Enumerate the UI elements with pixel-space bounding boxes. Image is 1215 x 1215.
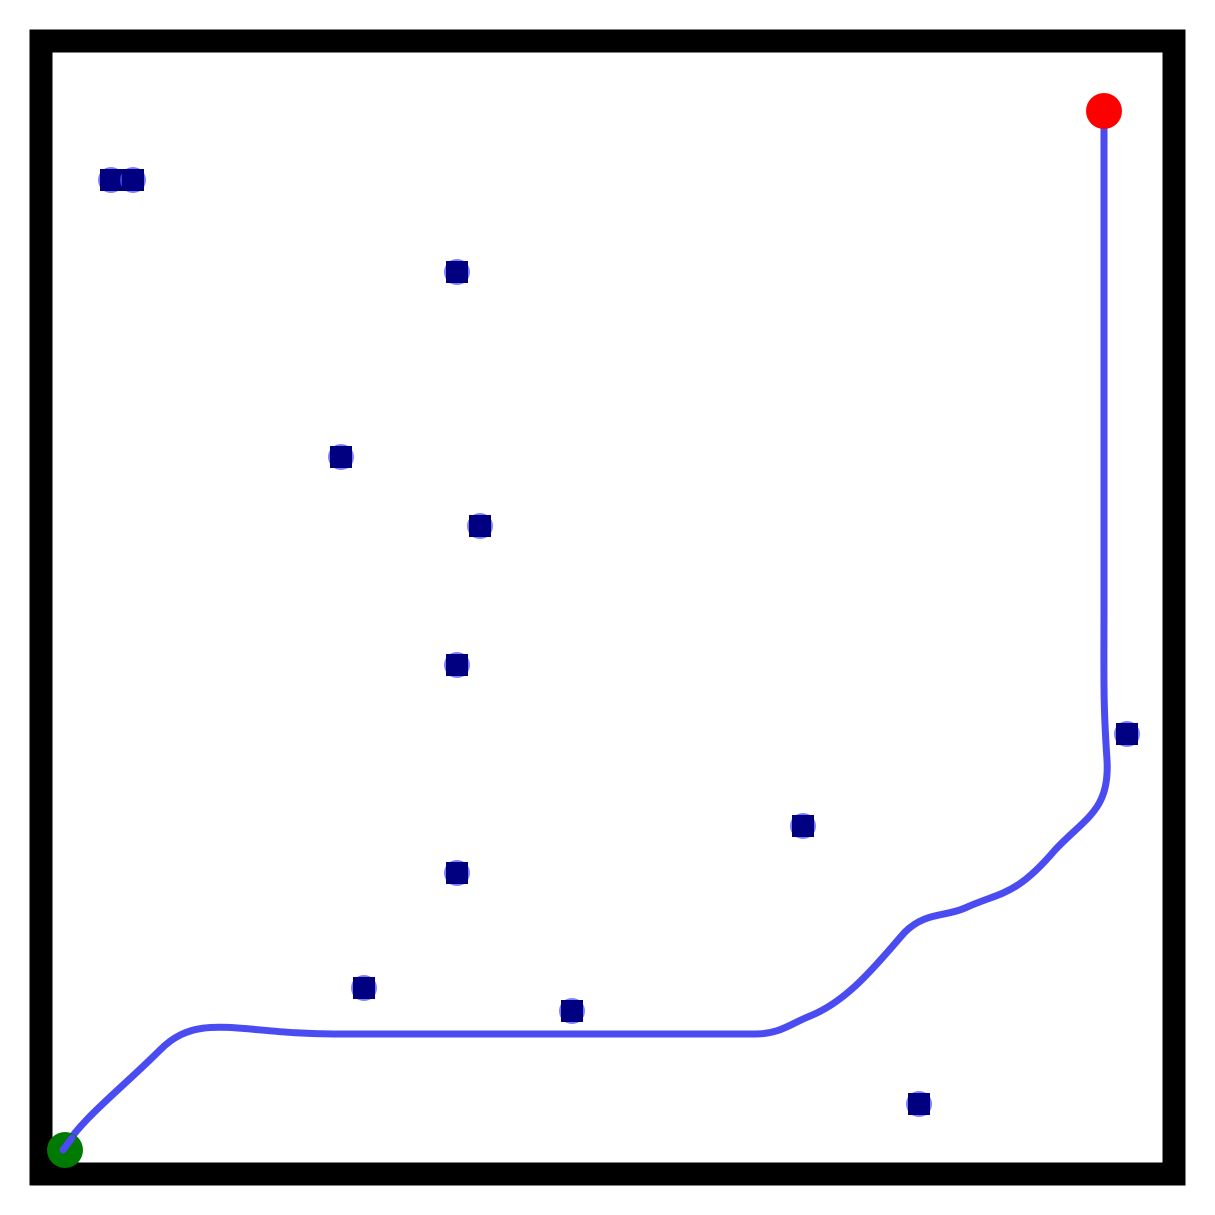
obstacle <box>1114 721 1140 747</box>
obstacle <box>444 860 470 886</box>
obstacle <box>351 975 377 1001</box>
obstacle <box>98 167 124 193</box>
obstacles-group <box>98 167 1140 1117</box>
obstacle <box>790 813 816 839</box>
obstacle <box>328 444 354 470</box>
obstacle <box>467 513 493 539</box>
obstacle <box>444 652 470 678</box>
boundary-wall <box>29 29 1186 1186</box>
planned-path <box>59 108 1111 1154</box>
obstacle <box>120 167 146 193</box>
obstacle <box>444 259 470 285</box>
goal-marker <box>1086 93 1122 129</box>
obstacle <box>559 998 585 1024</box>
path-start-segment <box>59 1134 76 1154</box>
obstacle <box>906 1091 932 1117</box>
